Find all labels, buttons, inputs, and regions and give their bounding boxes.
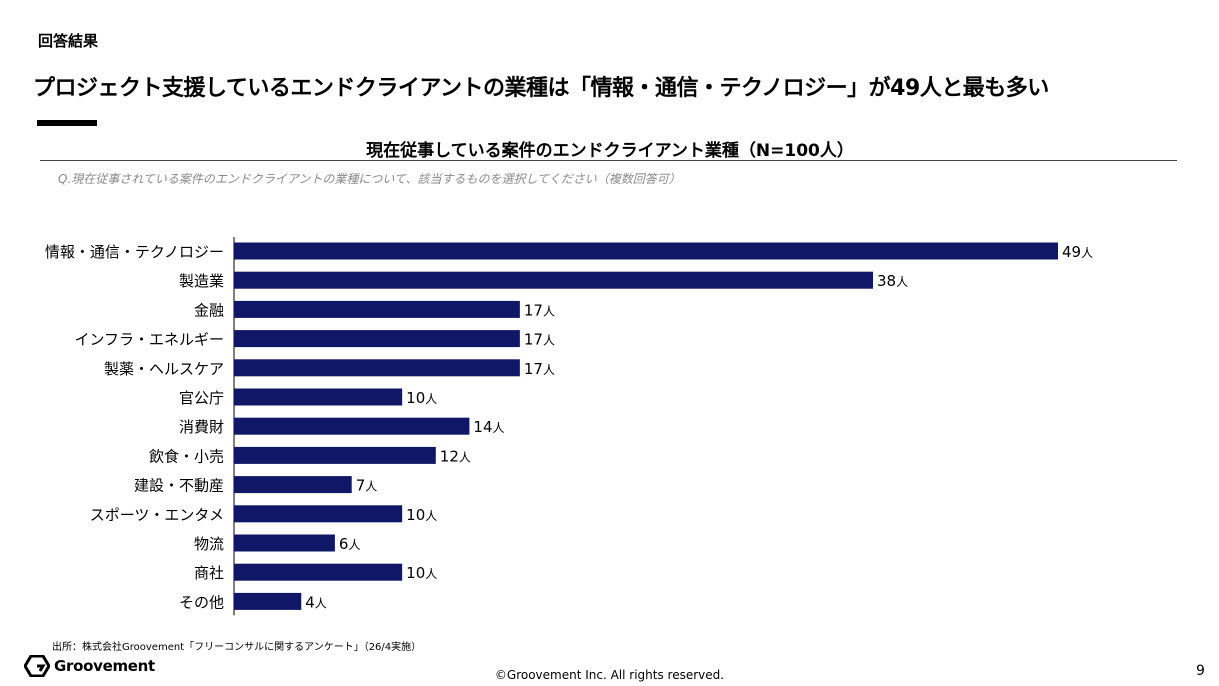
data-label: 38人	[877, 272, 908, 290]
category-label: インフラ・エネルギー	[74, 331, 224, 349]
category-label: 商社	[194, 564, 224, 582]
groovement-logo-icon	[24, 655, 50, 677]
category-label: 製薬・ヘルスケア	[104, 360, 224, 378]
category-label: 情報・通信・テクノロジー	[45, 243, 224, 261]
data-label: 10人	[406, 506, 437, 524]
bar	[234, 446, 436, 464]
bar	[234, 359, 520, 377]
data-label: 49人	[1062, 243, 1093, 261]
data-label: 12人	[440, 447, 471, 465]
bar	[234, 388, 403, 406]
bar	[234, 330, 520, 348]
page-headline: プロジェクト支援しているエンドクライアントの業種は「情報・通信・テクノロジー」が…	[33, 76, 1049, 101]
data-label: 14人	[473, 418, 504, 436]
bar	[234, 271, 874, 289]
bar	[234, 417, 470, 435]
bar	[234, 563, 403, 581]
data-label: 6人	[339, 535, 361, 553]
bar	[234, 505, 403, 523]
data-label: 17人	[524, 360, 555, 378]
category-label: 官公庁	[179, 389, 224, 407]
bar	[234, 476, 352, 494]
section-label: 回答結果	[38, 32, 99, 50]
data-label: 10人	[406, 564, 437, 582]
category-label: 物流	[194, 535, 224, 553]
data-label: 17人	[524, 331, 555, 349]
bar	[234, 592, 302, 610]
data-label: 10人	[406, 389, 437, 407]
category-label: 製造業	[179, 272, 224, 290]
source-note: 出所：株式会社Groovement「フリーコンサルに関するアンケート」（26/4…	[52, 642, 422, 653]
bar	[234, 242, 1058, 260]
bar	[234, 534, 335, 552]
category-label: 消費財	[179, 418, 224, 436]
headline-accent-bar	[37, 120, 97, 126]
data-label: 17人	[524, 301, 555, 319]
data-label: 4人	[305, 593, 327, 611]
data-label: 7人	[356, 477, 378, 495]
bar	[234, 300, 520, 318]
chart-title-rule	[40, 160, 1177, 161]
survey-question: Q.現在従事されている案件のエンドクライアントの業種について、該当するものを選択…	[58, 172, 681, 186]
category-label: スポーツ・エンタメ	[90, 506, 224, 524]
category-label: 飲食・小売	[149, 447, 224, 465]
chart-title: 現在従事している案件のエンドクライアント業種（N=100人）	[366, 141, 854, 161]
category-label: その他	[179, 593, 224, 611]
company-logo: Groovement	[24, 655, 155, 677]
logo-text: Groovement	[54, 657, 155, 675]
copyright: ©Groovement Inc. All rights reserved.	[494, 668, 725, 682]
category-label: 金融	[194, 301, 224, 319]
category-label: 建設・不動産	[134, 477, 224, 495]
page-number: 9	[1196, 663, 1205, 679]
